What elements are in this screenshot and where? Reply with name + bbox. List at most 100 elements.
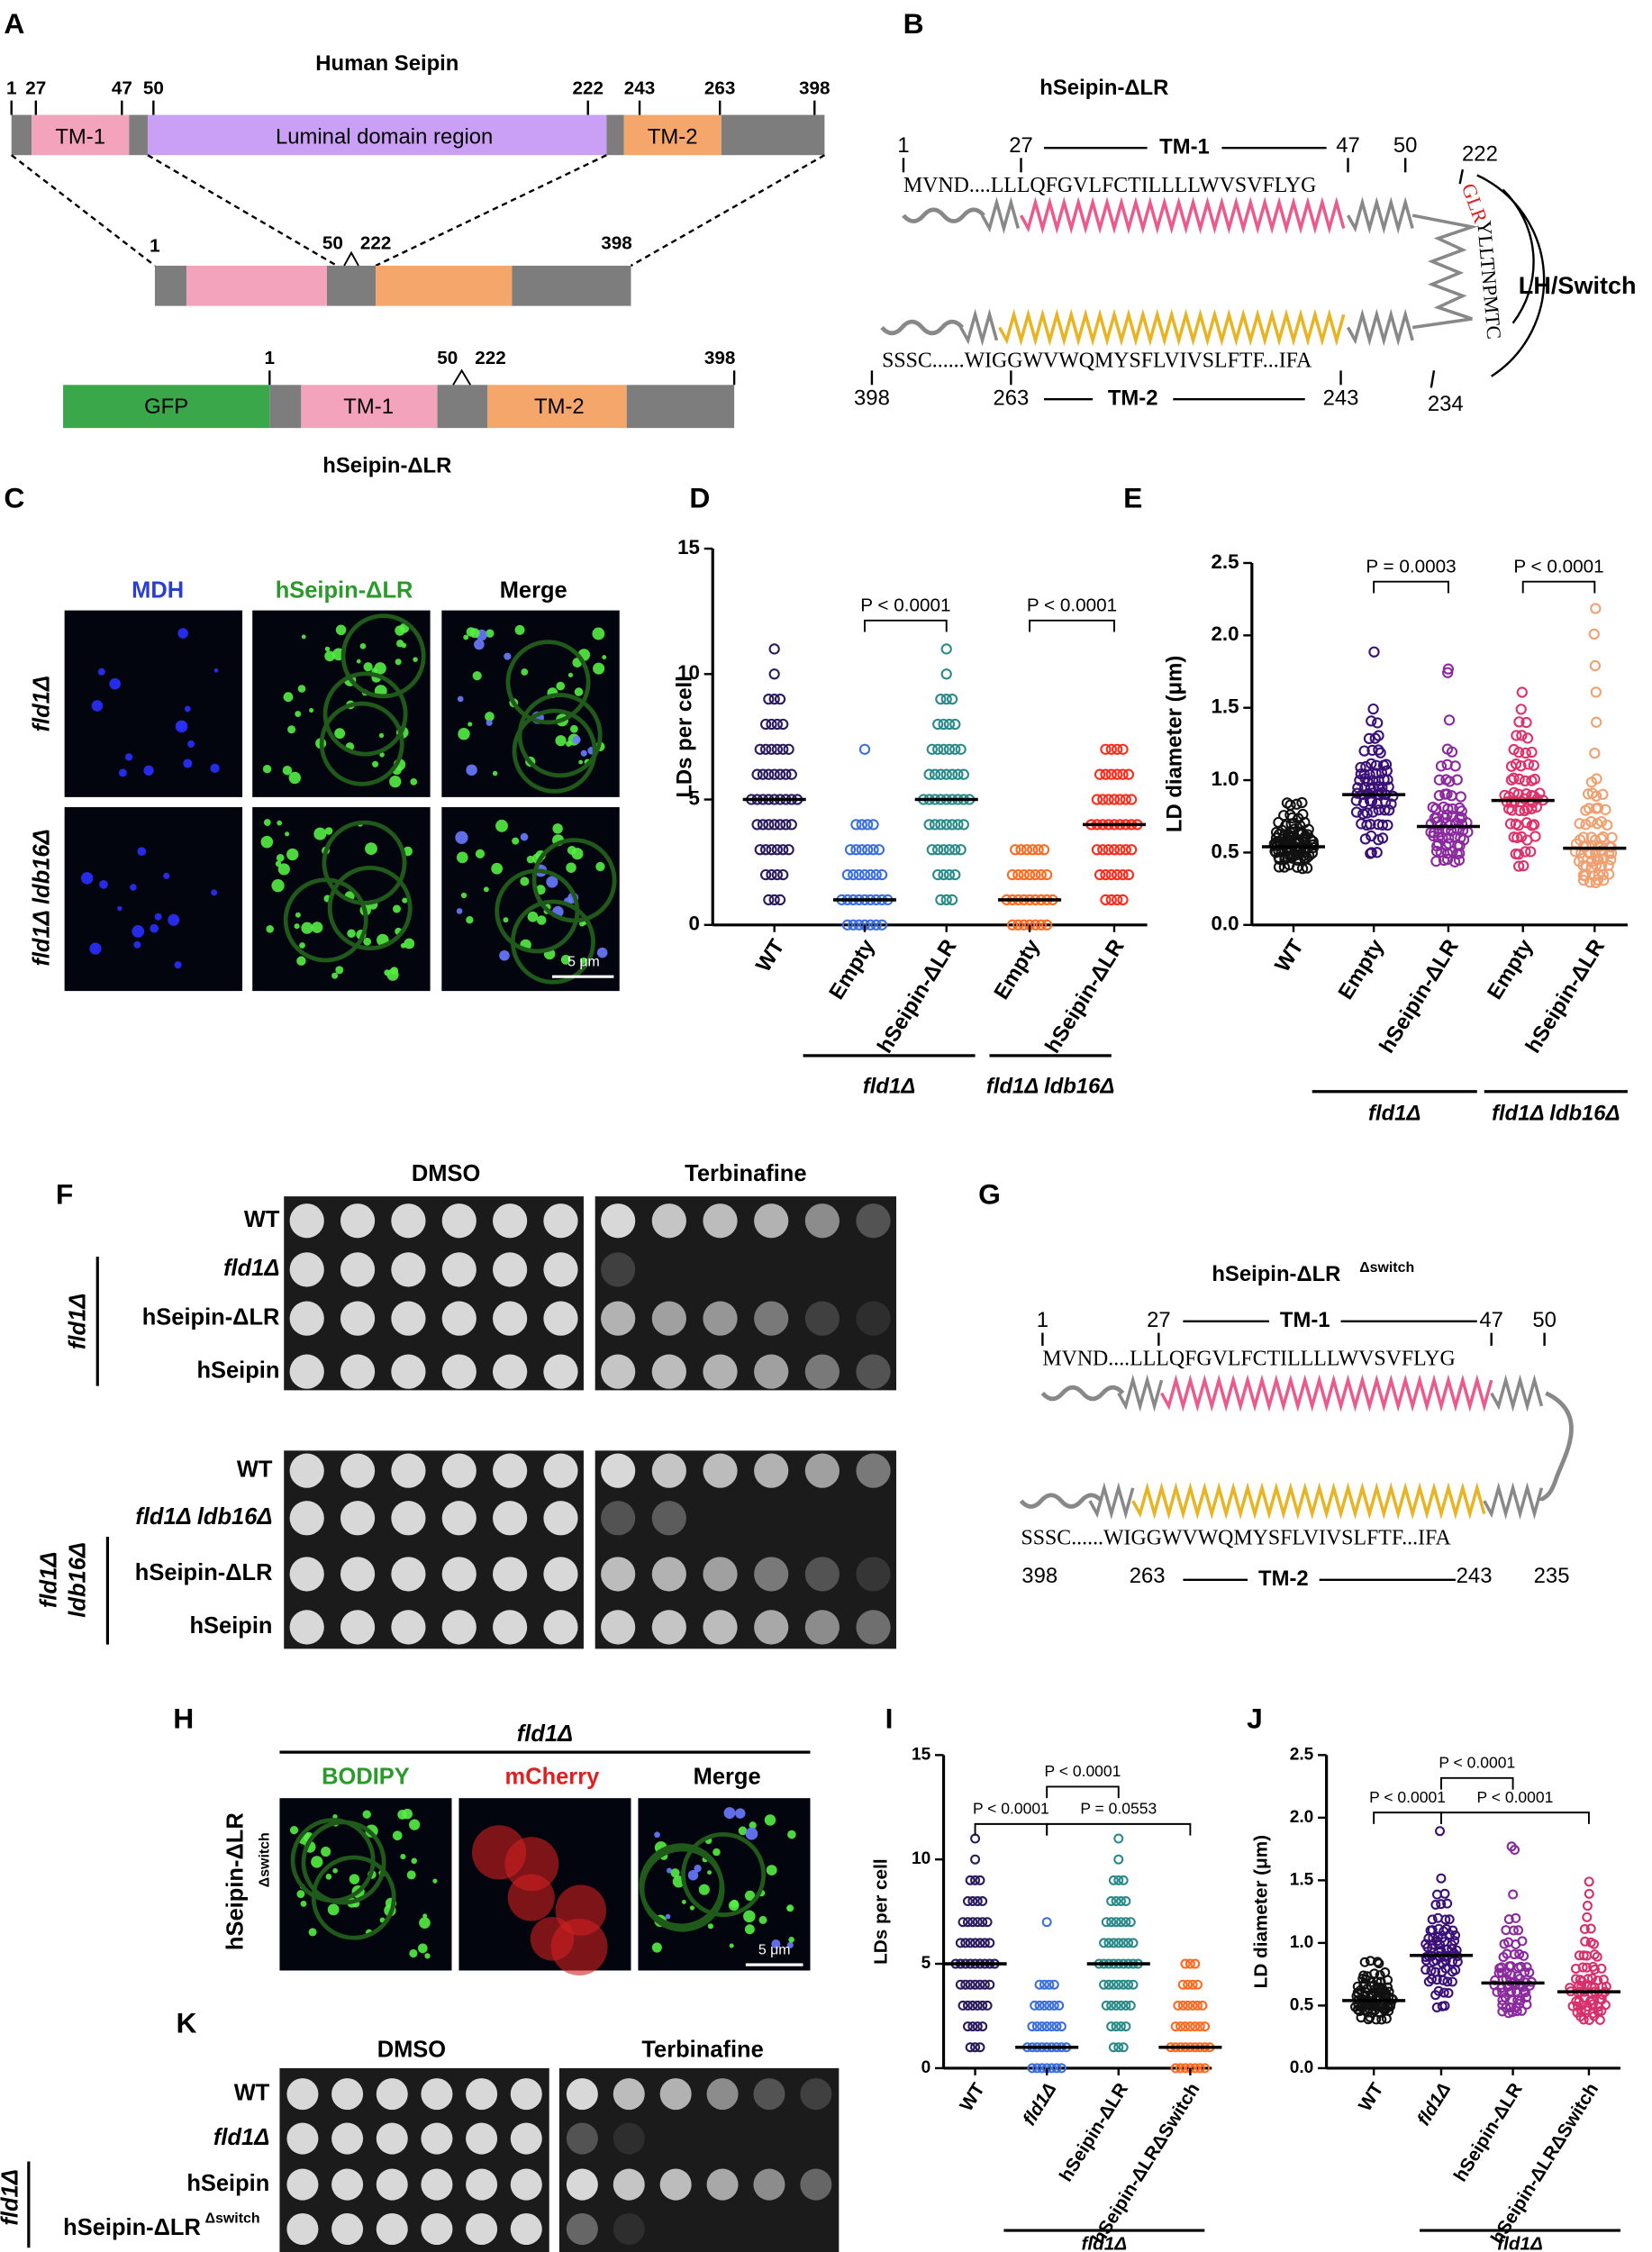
data-point (949, 844, 961, 856)
fluorescent-spot (400, 1854, 406, 1860)
label: P < 0.0001 (1027, 595, 1117, 615)
fluorescent-spot (707, 1923, 713, 1930)
data-point (967, 2021, 978, 2032)
data-point (1185, 1958, 1195, 1969)
data-point (1516, 730, 1528, 741)
label: TM-1 (343, 395, 394, 419)
fluorescent-spot (422, 1913, 428, 1919)
fluorescent-spot (713, 1848, 721, 1857)
yeast-spot (493, 1203, 528, 1239)
fluorescent-spot (378, 732, 385, 739)
fluorescent-spot (552, 823, 563, 834)
fluorescent-spot (130, 884, 137, 891)
data-point (1373, 804, 1384, 816)
yeast-spot (753, 2078, 785, 2111)
label: fld1Δ (1497, 2233, 1543, 2252)
agar-plate (558, 2067, 840, 2252)
data-point (1517, 1936, 1528, 1947)
data-point (946, 894, 958, 906)
cell-outline (319, 701, 404, 786)
data-point (1361, 807, 1373, 819)
data-point (1516, 831, 1528, 843)
data-point (1430, 803, 1442, 815)
yeast-spot (391, 1252, 426, 1287)
data-point (853, 868, 865, 881)
data-point (1190, 1958, 1201, 1969)
x-tick-label: Empty (824, 935, 880, 1004)
yeast-spot (289, 1354, 324, 1389)
label: WT (244, 1207, 280, 1232)
fluorescent-spot (363, 937, 372, 946)
data-point (760, 718, 772, 731)
y-tick-label: 1.0 (1290, 1933, 1314, 1952)
significance-bracket (1373, 1812, 1442, 1824)
data-point (1505, 774, 1518, 785)
yeast-spot (566, 2078, 598, 2111)
fluorescent-spot (503, 917, 509, 923)
data-point (1586, 1973, 1597, 1984)
fluorescent-spot (372, 760, 379, 767)
fluorescent-spot (263, 819, 271, 826)
data-point (1454, 848, 1466, 859)
fluorescent-spot (469, 628, 480, 639)
data-point (1513, 747, 1525, 758)
fluorescent-spot (289, 1825, 299, 1835)
data-point (1379, 804, 1391, 816)
data-point (763, 894, 775, 906)
label: P < 0.0001 (1369, 1788, 1446, 1806)
significance-bracket (1440, 1776, 1514, 1790)
yeast-spot (800, 2168, 832, 2201)
data-point (1441, 853, 1454, 866)
data-point (1108, 844, 1121, 856)
data-point (1511, 730, 1522, 741)
significance-bracket (1029, 619, 1115, 632)
data-point (1113, 1854, 1124, 1865)
fluorescent-spot (282, 766, 293, 776)
data-point (1041, 868, 1053, 881)
fluorescent-spot (455, 831, 468, 844)
yeast-spot (856, 1453, 891, 1488)
data-point (1111, 1896, 1121, 1907)
fluorescent-spot (89, 942, 102, 955)
fluorescent-spot (301, 922, 313, 934)
data-point (1113, 1833, 1124, 1844)
data-point (1044, 1979, 1055, 1990)
label: TM-1 (55, 124, 105, 149)
data-point (970, 2042, 981, 2053)
label: 398 (1021, 1564, 1057, 1588)
data-point (977, 1917, 988, 1928)
data-point (1038, 844, 1050, 856)
data-point (1430, 1900, 1441, 1911)
label: fld1Δ (223, 1256, 279, 1281)
yeast-spot (286, 2168, 319, 2201)
yeast-spot (421, 2078, 453, 2111)
label: LDs per cell (672, 676, 696, 797)
data-point (1103, 1979, 1114, 1990)
data-point (1118, 1875, 1129, 1885)
data-point (1297, 808, 1309, 821)
domain (129, 114, 148, 156)
data-point (1034, 2000, 1045, 2011)
fluorescent-spot (297, 685, 306, 693)
bracket (1502, 188, 1535, 324)
data-point (967, 1917, 978, 1928)
yeast-spot (441, 1610, 477, 1645)
data-point (1113, 1938, 1124, 1948)
data-point (1376, 819, 1389, 831)
helix (1131, 1482, 1486, 1521)
data-point (1121, 2000, 1131, 2011)
fluorescent-spot (689, 1905, 695, 1911)
data-point (1112, 768, 1123, 780)
fluorescent-spot (556, 681, 566, 691)
data-point (970, 1979, 981, 1990)
data-point (1585, 856, 1597, 867)
label: 5 μm (758, 1942, 791, 1957)
data-point (972, 1917, 983, 1928)
yeast-spot (391, 1501, 426, 1536)
yeast-spot (703, 1354, 738, 1389)
data-point (1439, 1888, 1450, 1899)
data-point (1099, 1979, 1110, 1990)
yeast-spot (493, 1557, 528, 1592)
label: A (4, 7, 24, 40)
data-point (783, 743, 794, 755)
